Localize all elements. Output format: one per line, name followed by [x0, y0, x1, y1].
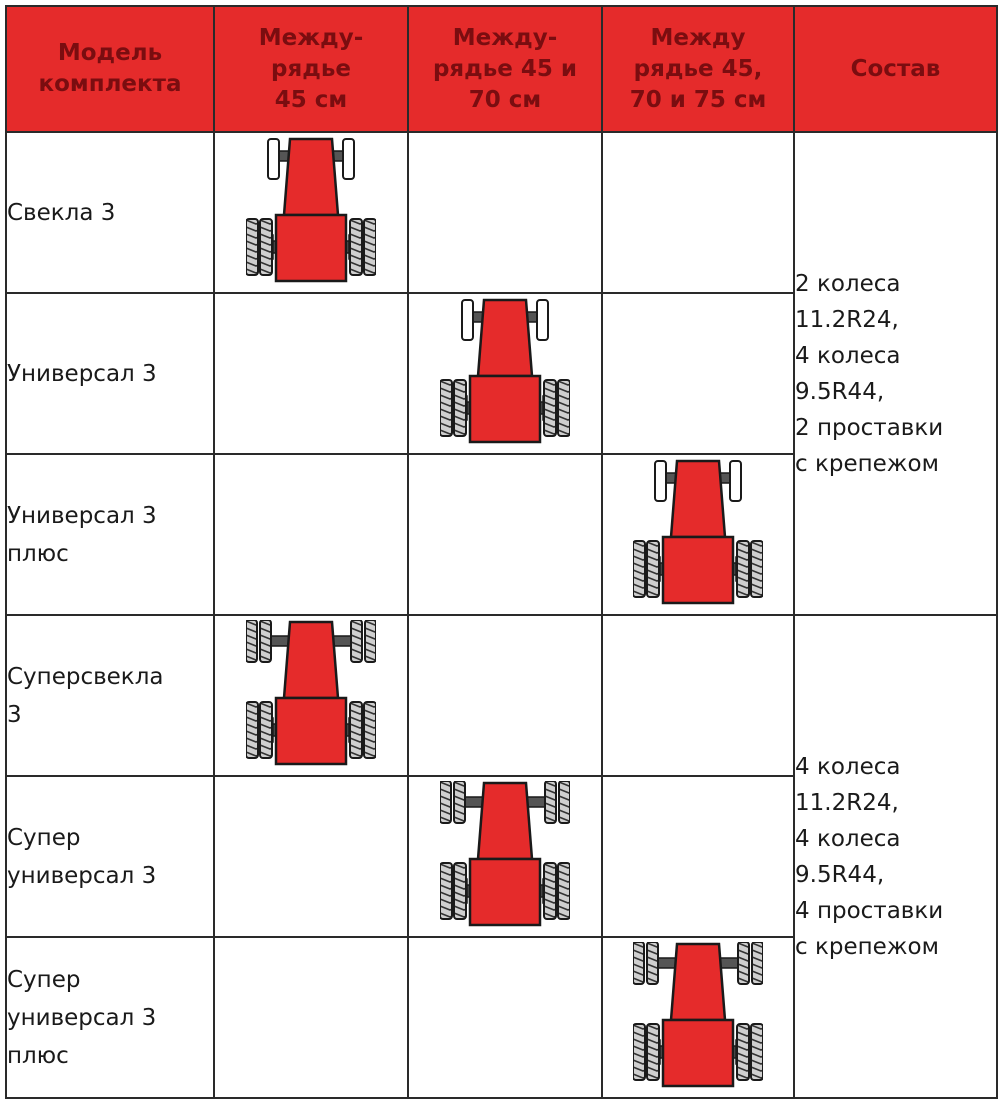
- table-row: Суперсвекла 3 4 колеса 11.2R24, 4 колеса…: [5, 614, 998, 1099]
- header-row-spacing-45-70-75-label: Между рядье 45, 70 и 75 см: [629, 24, 767, 113]
- table-row: Универсал 3: [5, 292, 997, 455]
- tractor-icon: [633, 459, 763, 609]
- header-row-spacing-45-70-75: Между рядье 45, 70 и 75 см: [601, 5, 795, 133]
- header-row: Модель комплекта Между- рядье 45 см Межд…: [5, 5, 998, 133]
- header-contents-label: Состав: [850, 55, 941, 82]
- tractor-icon: [633, 942, 763, 1092]
- tractor-icon: [440, 781, 570, 931]
- table-row: Супер универсал 3 плюс: [5, 936, 997, 1099]
- header-contents: Состав: [793, 5, 998, 133]
- cell-45-70: [407, 453, 603, 616]
- table-row: Свекла 3 2 колеса 11.2R24, 4 колеса 9.5R…: [5, 131, 998, 616]
- header-row-spacing-45-label: Между- рядье 45 см: [258, 24, 364, 113]
- header-model-label: Модель комплекта: [38, 40, 182, 97]
- model-name: Супер универсал 3: [5, 775, 215, 938]
- cell-45-70-75: [601, 614, 795, 777]
- cell-45: [213, 614, 409, 777]
- tractor-icon: [440, 298, 570, 448]
- contents-group-1: 2 колеса 11.2R24, 4 колеса 9.5R44, 2 про…: [793, 131, 998, 616]
- cell-45-70-75: [601, 775, 795, 938]
- model-name: Супер универсал 3 плюс: [5, 936, 215, 1099]
- table-row: Универсал 3 плюс: [5, 453, 997, 616]
- cell-45: [213, 936, 409, 1099]
- model-name: Универсал 3: [5, 292, 215, 455]
- cell-45-70: [407, 614, 603, 777]
- tractor-icon: [246, 620, 376, 770]
- cell-45: [213, 131, 409, 294]
- cell-45: [213, 453, 409, 616]
- header-model: Модель комплекта: [5, 5, 215, 133]
- model-name: Универсал 3 плюс: [5, 453, 215, 616]
- model-name: Свекла 3: [5, 131, 215, 294]
- header-row-spacing-45: Между- рядье 45 см: [213, 5, 409, 133]
- cell-45: [213, 292, 409, 455]
- cell-45-70-75: [601, 292, 795, 455]
- contents-group-2: 4 колеса 11.2R24, 4 колеса 9.5R44, 4 про…: [793, 614, 998, 1099]
- cell-45-70-75: [601, 131, 795, 294]
- cell-45-70-75: [601, 453, 795, 616]
- tractor-icon: [246, 137, 376, 287]
- cell-45-70: [407, 131, 603, 294]
- table-row: Супер универсал 3: [5, 775, 997, 938]
- header-row-spacing-45-70: Между- рядье 45 и 70 см: [407, 5, 603, 133]
- cell-45: [213, 775, 409, 938]
- model-name: Суперсвекла 3: [5, 614, 215, 777]
- cell-45-70: [407, 775, 603, 938]
- kit-table: Модель комплекта Между- рядье 45 см Межд…: [5, 5, 998, 1099]
- cell-45-70: [407, 936, 603, 1099]
- cell-45-70-75: [601, 936, 795, 1099]
- header-row-spacing-45-70-label: Между- рядье 45 и 70 см: [432, 24, 578, 113]
- cell-45-70: [407, 292, 603, 455]
